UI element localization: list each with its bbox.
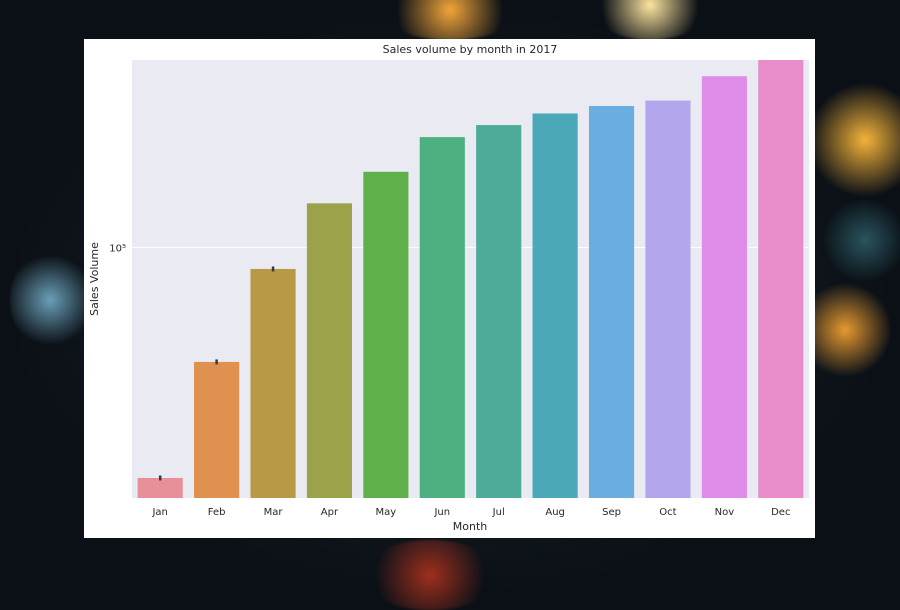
- y-tick-label: 10⁵: [109, 243, 126, 254]
- x-tick-label: Dec: [771, 507, 790, 518]
- background-light-blob: [800, 280, 890, 380]
- x-tick-label: Aug: [545, 507, 565, 518]
- chart-figure: Jan Feb Mar Apr May Jun Jul Aug Sep Oct Nov Dec 10⁵…: [84, 39, 815, 538]
- x-axis-label: Month: [453, 520, 488, 533]
- plot-area: [132, 60, 809, 498]
- x-tick-label: Feb: [208, 507, 226, 518]
- bar-jan: [137, 477, 183, 498]
- bar-feb: [194, 361, 240, 498]
- bar-sep: [588, 106, 635, 499]
- bar-apr: [306, 203, 353, 498]
- x-tick-label: Oct: [659, 507, 676, 518]
- bar-aug: [532, 113, 578, 499]
- background-light-blob: [820, 200, 900, 280]
- bar-jul: [476, 125, 522, 498]
- background-light-blob: [590, 0, 710, 40]
- x-tick-label: Mar: [264, 507, 284, 518]
- x-tick-label: Sep: [602, 507, 621, 518]
- background-light-blob: [10, 250, 90, 350]
- background-light-blob: [810, 80, 900, 200]
- background-light-blob: [360, 540, 500, 610]
- x-tick-label: May: [376, 507, 397, 518]
- x-tick-label: Jun: [433, 507, 450, 518]
- background-light-blob: [380, 0, 520, 40]
- x-tick-label: Nov: [715, 507, 735, 518]
- bar-may: [363, 171, 409, 499]
- bar-chart: Jan Feb Mar Apr May Jun Jul Aug Sep Oct Nov Dec 10⁵…: [88, 43, 809, 533]
- bar-dec: [758, 60, 804, 498]
- y-axis-label: Sales Volume: [88, 242, 101, 316]
- bar-mar: [250, 268, 296, 498]
- x-tick-label: Jul: [492, 507, 505, 518]
- bar-oct: [645, 100, 691, 498]
- bar-jun: [419, 137, 465, 498]
- x-tick-label: Apr: [321, 507, 339, 518]
- bar-nov: [701, 76, 747, 499]
- x-tick-label: Jan: [151, 507, 167, 518]
- chart-title: Sales volume by month in 2017: [383, 43, 558, 56]
